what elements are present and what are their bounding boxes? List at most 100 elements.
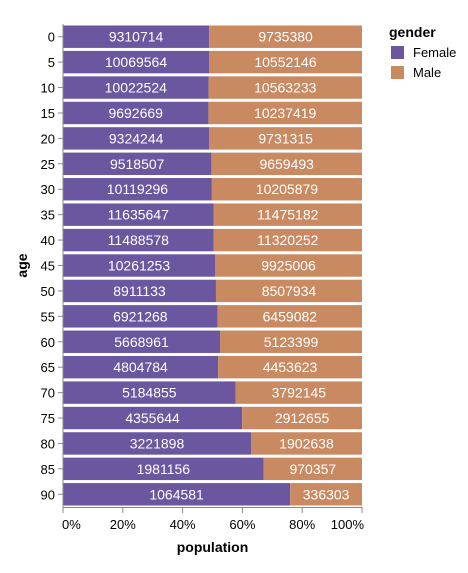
bar-label-female-75: 4355644	[125, 410, 180, 426]
bar-label-female-10: 10022524	[105, 80, 168, 96]
legend-label-female: Female	[413, 45, 456, 60]
bar-label-female-35: 11635647	[108, 207, 169, 223]
bar-male-0	[209, 25, 362, 48]
y-tick-label-70: 70	[41, 386, 55, 401]
bar-label-female-25: 9518507	[110, 156, 165, 172]
bar-male-45	[214, 254, 362, 277]
legend-swatch-female	[391, 46, 404, 59]
bar-label-male-45: 9925006	[261, 258, 316, 274]
bar-female-45	[63, 254, 215, 277]
bar-male-50	[215, 279, 362, 303]
bar-female-60	[63, 330, 221, 353]
bar-female-25	[63, 152, 212, 176]
bar-label-female-60: 5668961	[114, 334, 169, 350]
bar-male-15	[208, 101, 362, 125]
bar-label-female-20: 9324244	[109, 130, 164, 146]
y-axis-title: age	[14, 253, 30, 277]
bar-female-75	[63, 406, 243, 430]
bar-female-5	[63, 50, 210, 74]
bar-label-female-30: 10119296	[107, 181, 168, 197]
bar-label-male-75: 2912655	[275, 410, 330, 426]
bar-label-male-50: 8507934	[262, 283, 317, 299]
bar-label-female-70: 5184855	[122, 385, 177, 401]
bar-label-male-25: 9659493	[259, 156, 314, 172]
bar-male-35	[213, 203, 362, 226]
y-tick-label-40: 40	[41, 233, 55, 248]
bar-male-85	[263, 457, 362, 481]
bar-label-male-60: 5123399	[264, 334, 319, 350]
bar-label-female-45: 10261253	[108, 258, 171, 274]
bar-label-male-5: 10552146	[254, 54, 317, 70]
x-tick-label-0: 0%	[62, 517, 81, 532]
y-tick-label-60: 60	[41, 335, 55, 350]
legend-swatch-male	[391, 66, 404, 79]
x-axis-title: population	[177, 539, 249, 555]
y-tick-label-30: 30	[41, 182, 55, 197]
x-tick-label-4: 80%	[289, 517, 315, 532]
y-tick-label-0: 0	[48, 30, 55, 45]
y-tick-label-75: 75	[41, 411, 55, 426]
bar-label-female-5: 10069564	[105, 54, 168, 70]
bar-label-male-85: 970357	[289, 461, 336, 477]
bar-female-20	[63, 127, 210, 150]
bar-label-male-40: 11320252	[257, 232, 318, 248]
bar-label-male-90: 336303	[303, 486, 350, 502]
bar-female-10	[63, 76, 209, 99]
bar-label-female-15: 9692669	[108, 105, 163, 121]
bar-female-15	[63, 101, 209, 125]
bar-male-70	[235, 381, 362, 404]
y-tick-label-45: 45	[41, 259, 55, 274]
y-tick-label-80: 80	[41, 436, 55, 451]
y-tick-label-35: 35	[41, 208, 55, 223]
bar-label-female-90: 1064581	[149, 486, 204, 502]
bar-male-75	[242, 406, 362, 430]
bar-male-25	[211, 152, 362, 176]
bar-male-80	[250, 432, 362, 455]
x-tick-label-3: 60%	[229, 517, 255, 532]
bar-female-70	[63, 381, 236, 404]
bar-female-55	[63, 305, 218, 328]
y-tick-label-20: 20	[41, 131, 55, 146]
y-tick-label-50: 50	[41, 284, 55, 299]
legend-title: gender	[389, 24, 436, 40]
bar-female-30	[63, 178, 212, 201]
y-tick-label-90: 90	[41, 487, 55, 502]
bar-male-20	[209, 127, 362, 150]
bar-male-65	[218, 355, 362, 379]
bar-label-male-30: 10205879	[256, 181, 319, 197]
bar-label-male-0: 9735380	[258, 29, 313, 45]
bar-label-female-85: 1981156	[137, 461, 191, 477]
bar-female-85	[63, 457, 264, 481]
bar-label-female-65: 4804784	[113, 359, 168, 375]
x-tick-label-5: 100%	[331, 517, 365, 532]
legend: gender Female Male	[389, 24, 456, 80]
y-tick-label-25: 25	[41, 157, 55, 172]
y-tick-label-5: 5	[48, 55, 55, 70]
bar-female-0	[63, 25, 210, 48]
bar-label-male-15: 10237419	[254, 105, 317, 121]
y-tick-label-15: 15	[41, 106, 55, 121]
bar-female-90	[63, 483, 291, 506]
bar-male-90	[290, 483, 362, 506]
bar-label-male-70: 3792145	[272, 385, 327, 401]
y-tick-label-55: 55	[41, 309, 55, 324]
bar-label-female-40: 11488578	[108, 232, 169, 248]
bar-male-10	[208, 76, 362, 99]
x-axis: 0% 20% 40% 60% 80% 100%	[62, 507, 364, 532]
bar-female-35	[63, 203, 214, 226]
bar-male-55	[217, 305, 362, 328]
y-tick-label-85: 85	[41, 462, 55, 477]
bar-female-50	[63, 279, 216, 303]
bar-female-65	[63, 355, 219, 379]
legend-label-male: Male	[413, 65, 441, 80]
bar-female-80	[63, 432, 251, 455]
bar-male-40	[213, 228, 362, 252]
bar-male-60	[220, 330, 362, 353]
x-tick-label-2: 40%	[170, 517, 196, 532]
bar-label-female-55: 6921268	[113, 308, 168, 324]
bar-label-male-35: 11475182	[257, 207, 318, 223]
bar-label-male-10: 10563233	[254, 80, 317, 96]
bar-female-40	[63, 228, 214, 252]
bars-group: 9310714 9735380 10069564 10552146 10022524 10…	[63, 25, 362, 506]
